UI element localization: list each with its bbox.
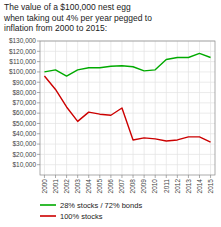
y-tick [37, 51, 40, 52]
x-tick [121, 175, 122, 178]
x-tick [166, 175, 167, 178]
y-tick-label: $120,000 [9, 48, 36, 55]
grid-line [188, 41, 189, 175]
y-tick-label: $10,000 [13, 161, 37, 168]
x-tick-label: 2009 [140, 179, 147, 194]
x-tick-label: 2002 [63, 179, 70, 194]
legend-label: 100% stocks [60, 212, 103, 221]
grid-line [44, 41, 45, 175]
grid-line [166, 41, 167, 175]
grid-line [155, 41, 156, 175]
title-line: inflation from 2000 to 2015: [4, 23, 107, 33]
series-line [44, 76, 210, 142]
x-tick-label: 2007 [118, 179, 125, 194]
y-tick [37, 71, 40, 72]
y-tick [37, 61, 40, 62]
y-tick [37, 164, 40, 165]
x-tick-label: 2006 [107, 179, 114, 194]
y-tick-label: $90,000 [13, 79, 37, 86]
chart-container: The value of a $100,000 nest eggwhen tak… [0, 0, 221, 227]
title: The value of a $100,000 nest eggwhen tak… [3, 2, 152, 33]
x-tick-label: 2005 [96, 179, 103, 194]
x-tick-label: 2003 [74, 179, 81, 194]
x-tick [199, 175, 200, 178]
y-tick-label: $110,000 [9, 58, 36, 65]
y-tick [37, 144, 40, 145]
x-tick [155, 175, 156, 178]
x-tick [55, 175, 56, 178]
y-tick-label: $80,000 [13, 89, 37, 96]
y-tick-label: $50,000 [13, 120, 37, 127]
x-tick [44, 175, 45, 178]
x-tick-label: 2013 [185, 179, 192, 194]
y-tick-label: $70,000 [13, 99, 37, 106]
x-tick [177, 175, 178, 178]
y-tick [37, 102, 40, 103]
legend-swatch [40, 204, 56, 206]
x-tick-label: 2000 [41, 179, 48, 194]
y-tick [37, 133, 40, 134]
y-tick [37, 92, 40, 93]
y-tick [37, 123, 40, 124]
x-tick-label: 2015 [207, 179, 214, 194]
title-line: when taking out 4% per year pegged to [3, 13, 152, 23]
x-tick [133, 175, 134, 178]
legend-label: 28% stocks / 72% bonds [60, 201, 142, 210]
y-tick-label: $30,000 [13, 140, 37, 147]
grid-line [110, 41, 111, 175]
grid-line [99, 41, 100, 175]
grid-line [133, 41, 134, 175]
x-tick-label: 2010 [151, 179, 158, 194]
grid [40, 41, 215, 175]
x-tick-label: 2008 [129, 179, 136, 194]
y-tick [37, 82, 40, 83]
chart: The value of a $100,000 nest eggwhen tak… [0, 0, 221, 227]
x-tick-label: 2004 [85, 179, 92, 194]
series-lines [44, 53, 210, 142]
y-tick [37, 113, 40, 114]
x-tick [77, 175, 78, 178]
grid-line [210, 41, 211, 175]
grid-line [55, 41, 56, 175]
x-tick-label: 2001 [52, 179, 59, 194]
x-tick-label: 2014 [196, 179, 203, 194]
y-tick-label: $20,000 [13, 151, 37, 158]
x-tick [110, 175, 111, 178]
y-tick-label: $130,000 [9, 37, 36, 44]
y-tick [37, 41, 40, 42]
x-tick-label: 2012 [174, 179, 181, 194]
legend: 28% stocks / 72% bonds 100% stocks [40, 201, 142, 221]
axes: $10,000 $20,000 $30,000 $40,000 $50,000 $60,0… [9, 37, 215, 193]
grid-line [88, 41, 89, 175]
grid-line [177, 41, 178, 175]
x-tick [144, 175, 145, 178]
series-line [44, 53, 210, 76]
grid-line [77, 41, 78, 175]
x-tick [99, 175, 100, 178]
x-tick [210, 175, 211, 178]
x-tick [66, 175, 67, 178]
title-line: The value of a $100,000 nest egg [4, 2, 131, 12]
x-tick-label: 2011 [163, 179, 170, 193]
x-tick [88, 175, 89, 178]
y-tick-label: $100,000 [9, 68, 36, 75]
y-tick-label: $60,000 [13, 109, 37, 116]
legend-swatch [40, 215, 56, 217]
y-tick [37, 154, 40, 155]
plot-frame [40, 41, 215, 175]
grid-line [199, 41, 200, 175]
y-tick-label: $40,000 [13, 130, 37, 137]
x-tick [188, 175, 189, 178]
grid-line [144, 41, 145, 175]
